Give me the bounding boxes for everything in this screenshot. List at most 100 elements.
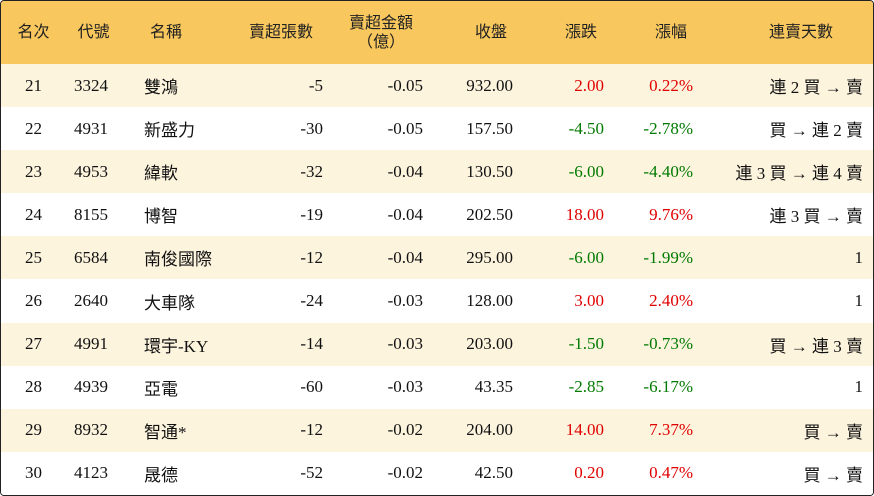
table-cell: 0.22% <box>649 75 693 95</box>
table-cell: -32 <box>300 161 323 181</box>
table-cell: -6.00 <box>568 161 604 181</box>
table-cell: -4.50 <box>568 118 604 138</box>
table-cell: 25 <box>25 247 42 267</box>
table-row: 28 4939 亞電 -60 -0.03 43.35 -2.85 -6.17% 1 <box>1 365 873 409</box>
table-cell: 買 → 連 3 賣 <box>769 336 864 356</box>
table-cell: -12 <box>300 420 323 440</box>
table-cell: 128.00 <box>466 291 513 311</box>
header-cell: 代號 <box>61 1 126 64</box>
table-cell: -19 <box>300 204 323 224</box>
table-cell: -6.17% <box>643 377 693 397</box>
table-cell: 2640 <box>74 291 108 311</box>
table-cell: -1.50 <box>568 334 604 354</box>
table-cell: -0.03 <box>387 334 423 354</box>
table-cell: 新盛力 <box>144 121 195 141</box>
table-cell: 連 2 買 → 賣 <box>769 78 864 98</box>
table-cell: -2.78% <box>643 118 693 138</box>
table-cell: -0.04 <box>387 247 423 267</box>
table-cell: 28 <box>25 377 42 397</box>
table-cell: 緯軟 <box>144 164 178 184</box>
table-cell: -14 <box>300 334 323 354</box>
table-cell: 買 → 連 2 賣 <box>769 121 864 141</box>
table-cell: 1 <box>854 247 864 267</box>
header-cell: 收盤 <box>461 1 521 64</box>
table-cell: 202.50 <box>466 204 513 224</box>
table-cell: -0.04 <box>387 204 423 224</box>
table-cell: 亞電 <box>144 379 178 399</box>
table-cell: 大車隊 <box>144 293 195 313</box>
table-cell: 3.00 <box>574 291 604 311</box>
table-cell: -6.00 <box>568 247 604 267</box>
table-cell: 1 <box>854 291 864 311</box>
table-cell: 8932 <box>74 420 108 440</box>
header-cell: 名次 <box>1 1 66 64</box>
table-cell: -52 <box>300 463 323 483</box>
table-row: 22 4931 新盛力 -30 -0.05 157.50 -4.50 -2.78% 買 → 連 … <box>1 107 873 151</box>
table-cell: -0.73% <box>643 334 693 354</box>
table-cell: 26 <box>25 291 42 311</box>
table-cell: 18.00 <box>565 204 604 224</box>
table-cell: -2.85 <box>568 377 604 397</box>
table-row: 27 4991 環宇-KY -14 -0.03 203.00 -1.50 -0.73% 買 → … <box>1 322 873 366</box>
table-cell: 157.50 <box>466 118 513 138</box>
table-cell: 42.50 <box>474 463 513 483</box>
table-cell: -12 <box>300 247 323 267</box>
table-cell: 27 <box>25 334 42 354</box>
header-text: （億） <box>356 33 405 51</box>
header-cell: 賣超張數 <box>236 1 326 64</box>
table-row: 30 4123 晟德 -52 -0.02 42.50 0.20 0.47% 買 → 賣 <box>1 451 873 495</box>
table-cell: -60 <box>300 377 323 397</box>
header-text: 賣超張數 <box>248 24 313 41</box>
table-cell: 環宇-KY <box>144 336 209 356</box>
table-cell: 43.35 <box>474 377 513 397</box>
table-cell: 14.00 <box>565 420 604 440</box>
header-cell: 漲幅 <box>641 1 701 64</box>
table-cell: 2.40% <box>649 291 693 311</box>
table-cell: 4953 <box>74 161 108 181</box>
table-cell: -5 <box>308 75 323 95</box>
table-cell: -0.03 <box>387 377 423 397</box>
table-cell: 7.37% <box>649 420 693 440</box>
table-cell: -0.02 <box>387 420 423 440</box>
table-cell: 21 <box>25 75 42 95</box>
table-cell: 204.00 <box>466 420 513 440</box>
table-cell: 2.00 <box>574 75 604 95</box>
table-row: 29 8932 智通* -12 -0.02 204.00 14.00 7.37% 買 → 賣 <box>1 408 873 452</box>
header-text: 名次 <box>17 24 50 41</box>
table-row: 26 2640 大車隊 -24 -0.03 128.00 3.00 2.40% 1 <box>1 279 873 323</box>
header-cell: 漲跌 <box>551 1 611 64</box>
header-text: 漲幅 <box>654 24 687 41</box>
table-row: 23 4953 緯軟 -32 -0.04 130.50 -6.00 -4.40% 連 3 買 →… <box>1 150 873 194</box>
table-cell: 4939 <box>74 377 108 397</box>
table-cell: 買 → 賣 <box>803 465 864 485</box>
table-cell: 9.76% <box>649 204 693 224</box>
table-cell: 晟德 <box>144 465 178 485</box>
table-cell: 3324 <box>74 75 108 95</box>
table-cell: 30 <box>25 463 42 483</box>
table-row: 25 6584 南俊國際 -12 -0.04 295.00 -6.00 -1.99% 1 <box>1 236 873 280</box>
header-text: 代號 <box>77 24 110 41</box>
table-cell: 295.00 <box>466 247 513 267</box>
table-cell: 買 → 賣 <box>803 422 864 442</box>
table-cell: 22 <box>25 118 42 138</box>
table-cell: -4.40% <box>643 161 693 181</box>
table-cell: 1 <box>854 377 864 397</box>
header-text: 漲跌 <box>564 24 597 41</box>
table-cell: -0.03 <box>387 291 423 311</box>
table-cell: 203.00 <box>466 334 513 354</box>
table-cell: -1.99% <box>643 247 693 267</box>
table-cell: 0.47% <box>649 463 693 483</box>
header-text: 收盤 <box>474 24 507 41</box>
header-text: 名稱 <box>149 24 182 41</box>
table-cell: 4123 <box>74 463 108 483</box>
table-row: 21 3324 雙鴻 -5 -0.05 932.00 2.00 0.22% 連 2 買 → 賣 <box>1 64 873 108</box>
header-cell: 賣超金額 （億） <box>331 1 431 64</box>
table-cell: 博智 <box>144 207 178 227</box>
table-cell: 29 <box>25 420 42 440</box>
table-cell: -0.05 <box>387 118 423 138</box>
table-cell: 8155 <box>74 204 108 224</box>
header-text: 賣超金額 <box>348 14 413 32</box>
table-cell: -0.05 <box>387 75 423 95</box>
table-cell: 雙鴻 <box>144 78 178 98</box>
